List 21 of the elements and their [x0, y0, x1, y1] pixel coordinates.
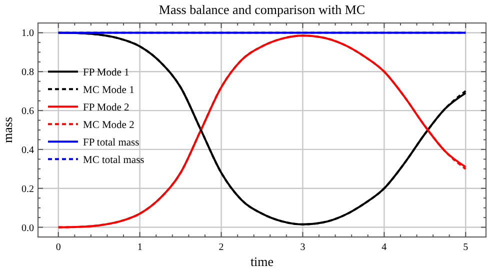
- y-tick-label: 0.8: [22, 67, 34, 78]
- y-tick-label: 1.0: [22, 28, 34, 40]
- legend-label: MC total mass: [83, 155, 144, 166]
- y-tick-label: 0.2: [22, 184, 34, 195]
- x-tick-label: 1: [137, 242, 142, 253]
- y-tick-label: 0.4: [22, 144, 34, 156]
- x-tick-label: 5: [463, 242, 468, 253]
- legend-label: MC Mode 1: [83, 85, 134, 96]
- y-axis-title: mass: [0, 117, 15, 143]
- x-tick-label: 3: [300, 242, 306, 253]
- legend-label: FP total mass: [83, 138, 140, 149]
- y-tick-label: 0.6: [22, 106, 34, 118]
- x-tick-label: 4: [382, 242, 387, 253]
- chart-title: Mass balance and comparison with MC: [158, 2, 366, 17]
- x-axis-title: time: [250, 254, 274, 269]
- legend-label: FP Mode 2: [83, 102, 130, 114]
- legend-label: MC Mode 2: [83, 120, 134, 132]
- x-tick-label: 0: [56, 242, 61, 253]
- y-tick-label: 0.0: [22, 222, 34, 234]
- x-tick-label: 2: [218, 242, 224, 253]
- legend-label: FP Mode 1: [83, 68, 130, 79]
